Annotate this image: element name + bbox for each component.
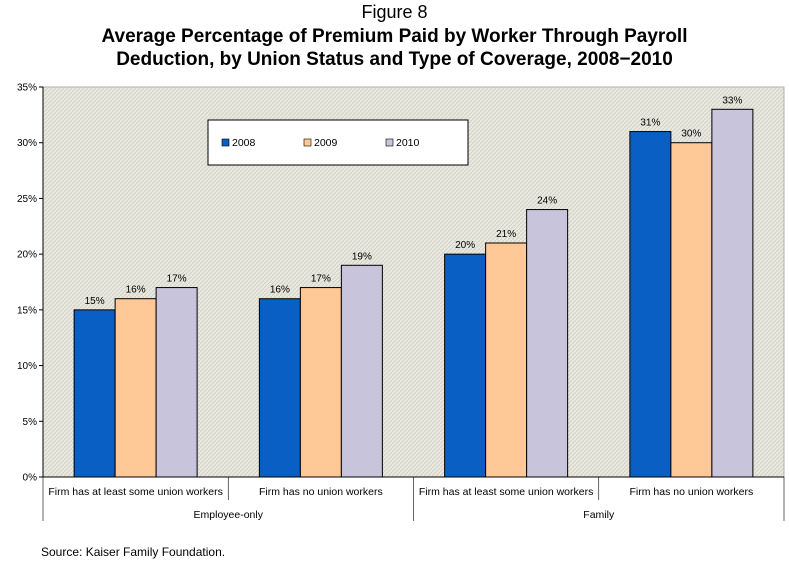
figure-label: Figure 8 bbox=[361, 2, 428, 22]
legend-label-2009: 2009 bbox=[314, 137, 338, 149]
y-tick-label: 35% bbox=[17, 83, 37, 94]
data-label-2010: 24% bbox=[537, 196, 557, 207]
x-category-label: Firm has no union workers bbox=[630, 486, 754, 498]
bar-2009 bbox=[114, 298, 157, 478]
chart-title-line-2: Deduction, by Union Status and Type of C… bbox=[116, 49, 673, 70]
bar-2009 bbox=[299, 287, 342, 478]
legend-swatch-2009 bbox=[303, 138, 312, 147]
data-label-2008: 15% bbox=[85, 296, 105, 307]
y-tick-label: 5% bbox=[23, 417, 38, 428]
data-label-2009: 21% bbox=[496, 229, 516, 240]
legend-swatch-2008 bbox=[221, 138, 230, 147]
legend-label-2010: 2010 bbox=[396, 137, 420, 149]
data-label-2010: 19% bbox=[352, 251, 372, 262]
x-category-label: Firm has at least some union workers bbox=[48, 486, 222, 498]
x-category-label: Firm has no union workers bbox=[259, 486, 383, 498]
bar-2010 bbox=[340, 264, 383, 478]
data-label-2008: 16% bbox=[270, 285, 290, 296]
legend-box bbox=[207, 119, 469, 166]
data-labels: 15% 16% 20% 31% 16% 17% 21% 30% 17% 19% 24% 33% bbox=[85, 95, 743, 307]
legend-swatch-2010 bbox=[385, 138, 394, 147]
y-tick-label: 30% bbox=[17, 138, 37, 149]
bar-2008 bbox=[444, 253, 487, 478]
bars bbox=[73, 108, 754, 478]
x-group-label: Employee-only bbox=[194, 509, 264, 521]
legend: 2008 2009 2010 bbox=[207, 119, 469, 166]
bar-2010 bbox=[155, 287, 198, 478]
legend-label-2008: 2008 bbox=[232, 137, 256, 149]
chart-title: Average Percentage of Premium Paid by Wo… bbox=[0, 25, 789, 71]
y-axis: 0% 5% 10% 15% 20% 25% 30% 35% bbox=[17, 83, 44, 484]
bar-2010 bbox=[711, 108, 754, 478]
y-tick-label: 10% bbox=[17, 361, 37, 372]
data-label-2010: 17% bbox=[167, 274, 187, 285]
chart-title-line-1: Average Percentage of Premium Paid by Wo… bbox=[101, 26, 688, 47]
data-label-2009: 16% bbox=[126, 285, 146, 296]
data-label-2010: 33% bbox=[722, 95, 742, 106]
bar-2009 bbox=[485, 242, 528, 478]
y-tick-label: 15% bbox=[17, 305, 37, 316]
y-tick-label: 25% bbox=[17, 194, 37, 205]
x-group-label: Family bbox=[583, 509, 615, 521]
bar-2008 bbox=[629, 131, 672, 478]
data-label-2009: 17% bbox=[311, 274, 331, 285]
bar-2010 bbox=[526, 209, 569, 478]
source-note: Source: Kaiser Family Foundation. bbox=[41, 545, 226, 559]
data-label-2008: 31% bbox=[640, 118, 660, 129]
x-axis: Firm has at least some union workers Firm… bbox=[42, 476, 785, 521]
bar-2008 bbox=[73, 309, 116, 478]
bar-2008 bbox=[258, 298, 301, 478]
y-tick-label: 20% bbox=[17, 250, 37, 261]
y-tick-label: 0% bbox=[23, 473, 38, 484]
x-category-label: Firm has at least some union workers bbox=[419, 486, 593, 498]
bar-2009 bbox=[670, 142, 713, 478]
data-label-2008: 20% bbox=[455, 240, 475, 251]
data-label-2009: 30% bbox=[681, 129, 701, 140]
